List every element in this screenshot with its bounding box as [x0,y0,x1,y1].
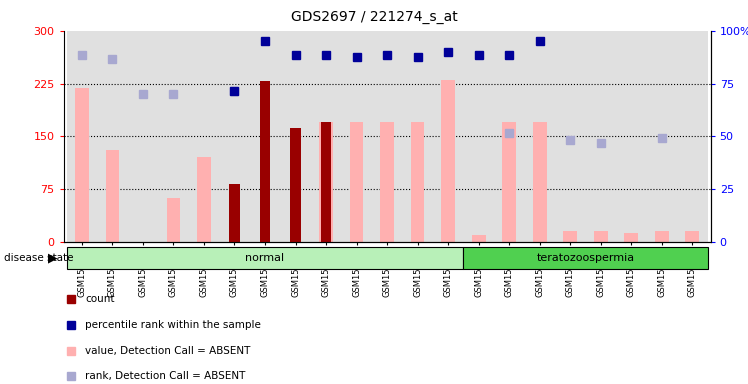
Bar [472,235,485,242]
Bar [250,31,280,242]
Bar [586,31,616,242]
Bar [67,31,97,242]
Text: normal: normal [245,253,284,263]
Bar [411,122,424,242]
Bar [464,247,708,270]
Text: teratozoospermia: teratozoospermia [536,253,634,263]
Text: percentile rank within the sample: percentile rank within the sample [85,320,261,330]
Bar [616,31,646,242]
Bar [350,122,364,242]
Text: count: count [85,294,114,304]
Text: disease state: disease state [4,253,73,263]
Bar [280,31,310,242]
Bar [219,31,250,242]
Bar [533,122,547,242]
Bar [158,31,188,242]
Bar [402,31,433,242]
Bar [97,31,128,242]
Bar [319,122,333,242]
Bar [310,31,341,242]
Bar [290,128,301,242]
Bar [441,80,455,242]
Bar [464,31,494,242]
Bar [105,151,119,242]
Bar [503,122,516,242]
Bar [563,231,577,242]
Bar [260,81,270,242]
Bar [625,233,638,242]
Bar [167,198,180,242]
Text: rank, Detection Call = ABSENT: rank, Detection Call = ABSENT [85,371,245,381]
Bar [197,157,211,242]
Bar [229,184,240,242]
Bar [685,231,699,242]
Text: ▶: ▶ [48,252,58,265]
Text: GDS2697 / 221274_s_at: GDS2697 / 221274_s_at [291,10,457,23]
Bar [646,31,677,242]
Bar [677,31,708,242]
Bar [380,122,394,242]
Bar [655,231,669,242]
Text: value, Detection Call = ABSENT: value, Detection Call = ABSENT [85,346,251,356]
Bar [128,31,158,242]
Bar [341,31,372,242]
Bar [524,31,555,242]
Bar [594,231,607,242]
Bar [67,247,464,270]
Bar [555,31,586,242]
Bar [188,31,219,242]
Bar [75,88,89,242]
Bar [433,31,464,242]
Bar [372,31,402,242]
Bar [494,31,524,242]
Bar [321,122,331,242]
